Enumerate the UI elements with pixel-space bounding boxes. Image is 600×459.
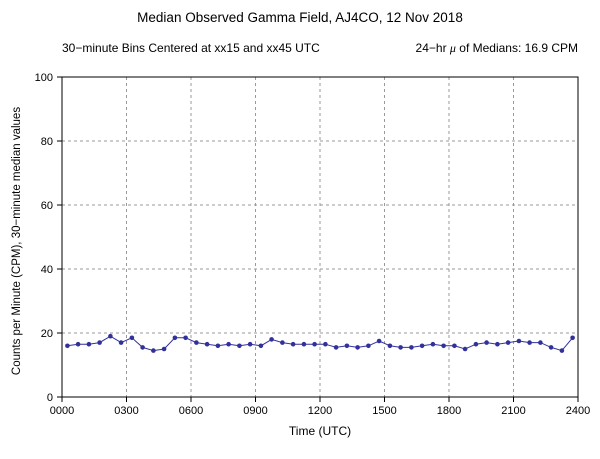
data-point-marker <box>366 343 371 349</box>
data-point-marker <box>237 343 242 349</box>
data-point-marker <box>398 345 403 350</box>
y-tick-label: 40 <box>41 264 53 276</box>
data-point-marker <box>86 341 92 347</box>
x-tick-label: 1800 <box>437 405 461 417</box>
x-tick-label: 0900 <box>243 405 267 417</box>
y-tick-label: 60 <box>41 200 53 212</box>
y-tick-label: 80 <box>41 136 53 148</box>
data-point-marker <box>280 340 285 345</box>
x-tick-label: 2400 <box>566 405 590 417</box>
data-point-marker <box>323 341 328 347</box>
data-point-marker <box>333 345 339 350</box>
data-point-marker <box>527 340 532 345</box>
gridlines <box>62 77 578 397</box>
data-point-marker <box>548 345 554 350</box>
data-point-marker <box>151 348 156 353</box>
data-point-marker <box>258 343 264 349</box>
x-tick-label: 0300 <box>114 405 138 417</box>
data-point-marker <box>226 341 231 347</box>
x-tick-label: 0000 <box>50 405 74 417</box>
y-tick-labels: 0 20 40 60 80 100 <box>35 72 53 404</box>
data-point-marker <box>75 341 81 347</box>
data-point-marker <box>290 341 296 347</box>
data-point-marker <box>312 341 317 347</box>
data-point-marker <box>516 338 522 344</box>
subtitle-mean: 24−hr μ of Medians: 16.9 CPM <box>416 41 578 56</box>
data-point-marker <box>65 343 70 349</box>
data-point-marker <box>430 341 436 347</box>
data-point-marker <box>118 340 124 345</box>
x-tick-label: 2100 <box>501 405 525 417</box>
x-tick-label: 1200 <box>308 405 332 417</box>
data-point-marker <box>204 341 210 347</box>
data-point-marker <box>409 345 414 350</box>
data-point-marker <box>505 340 511 345</box>
data-point-marker <box>129 335 135 341</box>
data-point-marker <box>183 335 188 341</box>
chart-title: Median Observed Gamma Field, AJ4CO, 12 N… <box>137 10 463 25</box>
data-point-marker <box>194 340 199 345</box>
y-tick-label: 100 <box>35 72 53 84</box>
mean-label-suffix: of Medians: 16.9 CPM <box>455 41 578 55</box>
data-point-marker <box>247 341 253 347</box>
data-point-marker <box>108 333 113 339</box>
y-tick-label: 0 <box>47 392 53 404</box>
data-point-marker <box>161 346 167 352</box>
data-point-marker <box>441 343 446 349</box>
data-point-marker <box>172 335 178 341</box>
data-point-marker <box>387 343 393 349</box>
data-point-marker <box>570 335 575 341</box>
data-point-marker <box>355 345 360 350</box>
data-point-marker <box>452 343 457 349</box>
median-series-markers <box>65 333 575 353</box>
data-point-marker <box>301 341 307 347</box>
data-point-marker <box>538 340 543 345</box>
x-tick-label: 0600 <box>179 405 203 417</box>
x-axis-label: Time (UTC) <box>288 424 352 438</box>
data-point-marker <box>419 343 425 349</box>
data-point-marker <box>140 345 145 350</box>
data-point-marker <box>462 346 468 352</box>
data-point-marker <box>344 343 350 349</box>
y-tick-label: 20 <box>41 328 53 340</box>
data-point-marker <box>473 341 479 347</box>
data-point-marker <box>215 343 221 349</box>
data-point-marker <box>495 341 500 347</box>
x-tick-label: 1500 <box>372 405 396 417</box>
data-point-marker <box>376 338 382 344</box>
data-point-marker <box>97 340 102 345</box>
data-point-marker <box>484 340 489 345</box>
x-tick-labels: 0000 0300 0600 0900 1200 1500 1800 2100 2400 <box>50 405 590 417</box>
mu-symbol: μ <box>449 41 456 55</box>
subtitle-bins: 30−minute Bins Centered at xx15 and xx45… <box>62 41 320 55</box>
chart-subtitle-row: 30−minute Bins Centered at xx15 and xx45… <box>62 41 578 56</box>
mean-label-prefix: 24−hr <box>415 41 450 55</box>
data-point-marker <box>559 348 565 353</box>
data-point-marker <box>269 337 274 342</box>
tick-marks <box>57 76 579 402</box>
